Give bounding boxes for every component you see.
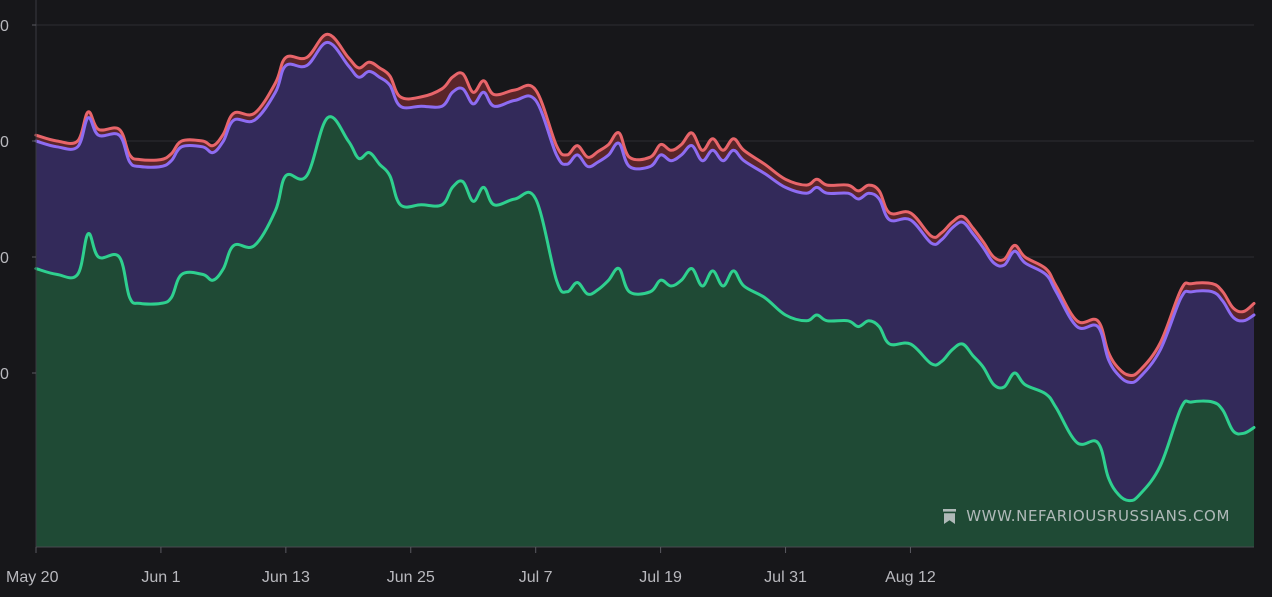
- series-2-line: [34, 32, 1256, 378]
- x-tick-label-6: Jul 31: [764, 569, 807, 586]
- series-0-line: [34, 115, 1256, 503]
- series-1-line: [34, 40, 1256, 385]
- x-tick-label-1: Jun 1: [141, 569, 180, 586]
- y-axis-tick-labels: 0 0 0 0: [0, 18, 9, 383]
- y-tick-label-0: 0: [0, 18, 9, 35]
- x-axis-tick-labels: May 20 Jun 1 Jun 13 Jun 25 Jul 7 Jul 19 Jul 31…: [6, 569, 936, 586]
- x-tick-label-7: Aug 12: [885, 569, 936, 586]
- watermark-text: WWW.NEFARIOUSRUSSIANS.COM: [966, 507, 1230, 525]
- y-tick-label-1: 0: [0, 134, 9, 151]
- y-tick-label-2: 0: [0, 250, 9, 267]
- series-0-area: [36, 116, 1254, 547]
- series-lines: [34, 32, 1256, 503]
- bookmark-icon: [943, 508, 957, 524]
- x-tick-label-2: Jun 13: [262, 569, 310, 586]
- x-tick-label-3: Jun 25: [387, 569, 435, 586]
- x-tick-label-0: May 20: [6, 569, 59, 586]
- x-tick-label-5: Jul 19: [639, 569, 682, 586]
- x-tick-label-4: Jul 7: [519, 569, 553, 586]
- series-areas: [36, 34, 1254, 548]
- y-tick-label-3: 0: [0, 366, 9, 383]
- axes: [32, 0, 1254, 553]
- watermark: WWW.NEFARIOUSRUSSIANS.COM: [943, 507, 1230, 525]
